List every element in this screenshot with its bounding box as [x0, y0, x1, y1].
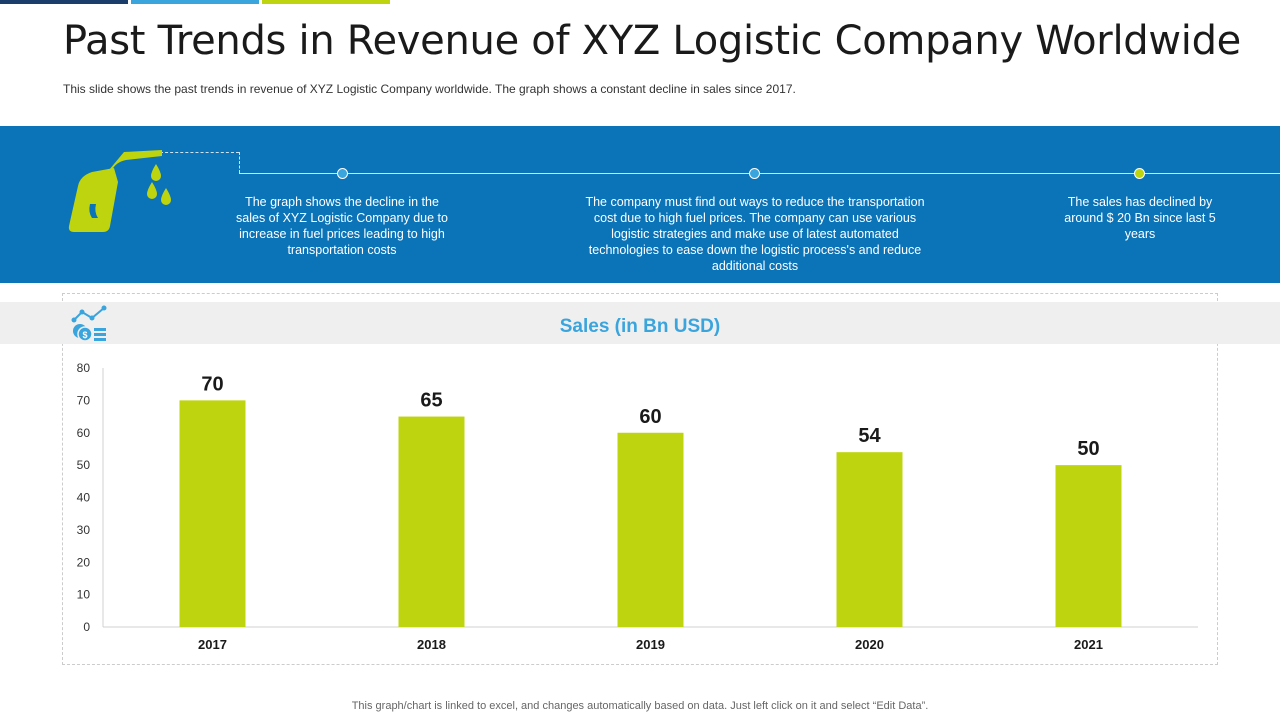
info-band: The graph shows the decline in the sales…	[0, 126, 1280, 283]
timeline-dot-2	[749, 168, 760, 179]
svg-text:$: $	[82, 330, 87, 340]
fuel-pump-icon	[68, 150, 171, 232]
top-accent-bars	[0, 0, 1280, 4]
page-title: Past Trends in Revenue of XYZ Logistic C…	[63, 18, 1241, 64]
band-note-2: The company must find out ways to reduce…	[585, 195, 925, 273]
chart-title: Sales (in Bn USD)	[559, 316, 721, 337]
band-note-3: The sales has declined by around $ 20 Bn…	[1064, 195, 1216, 241]
top-bar-green	[262, 0, 390, 4]
band-note-1: The graph shows the decline in the sales…	[236, 195, 448, 257]
connector-dash-horizontal	[160, 152, 239, 153]
chart-header-bar	[0, 302, 1280, 344]
timeline-dot-3	[1134, 168, 1145, 179]
page-subtitle: This slide shows the past trends in reve…	[63, 82, 796, 96]
sales-chart-icon: $	[71, 305, 107, 342]
top-bar-blue	[131, 0, 259, 4]
footer-note: This graph/chart is linked to excel, and…	[351, 700, 929, 712]
timeline-dot-1	[337, 168, 348, 179]
top-bar-dark	[0, 0, 128, 4]
connector-dash-vertical	[239, 152, 240, 173]
chart-frame	[62, 293, 1218, 665]
